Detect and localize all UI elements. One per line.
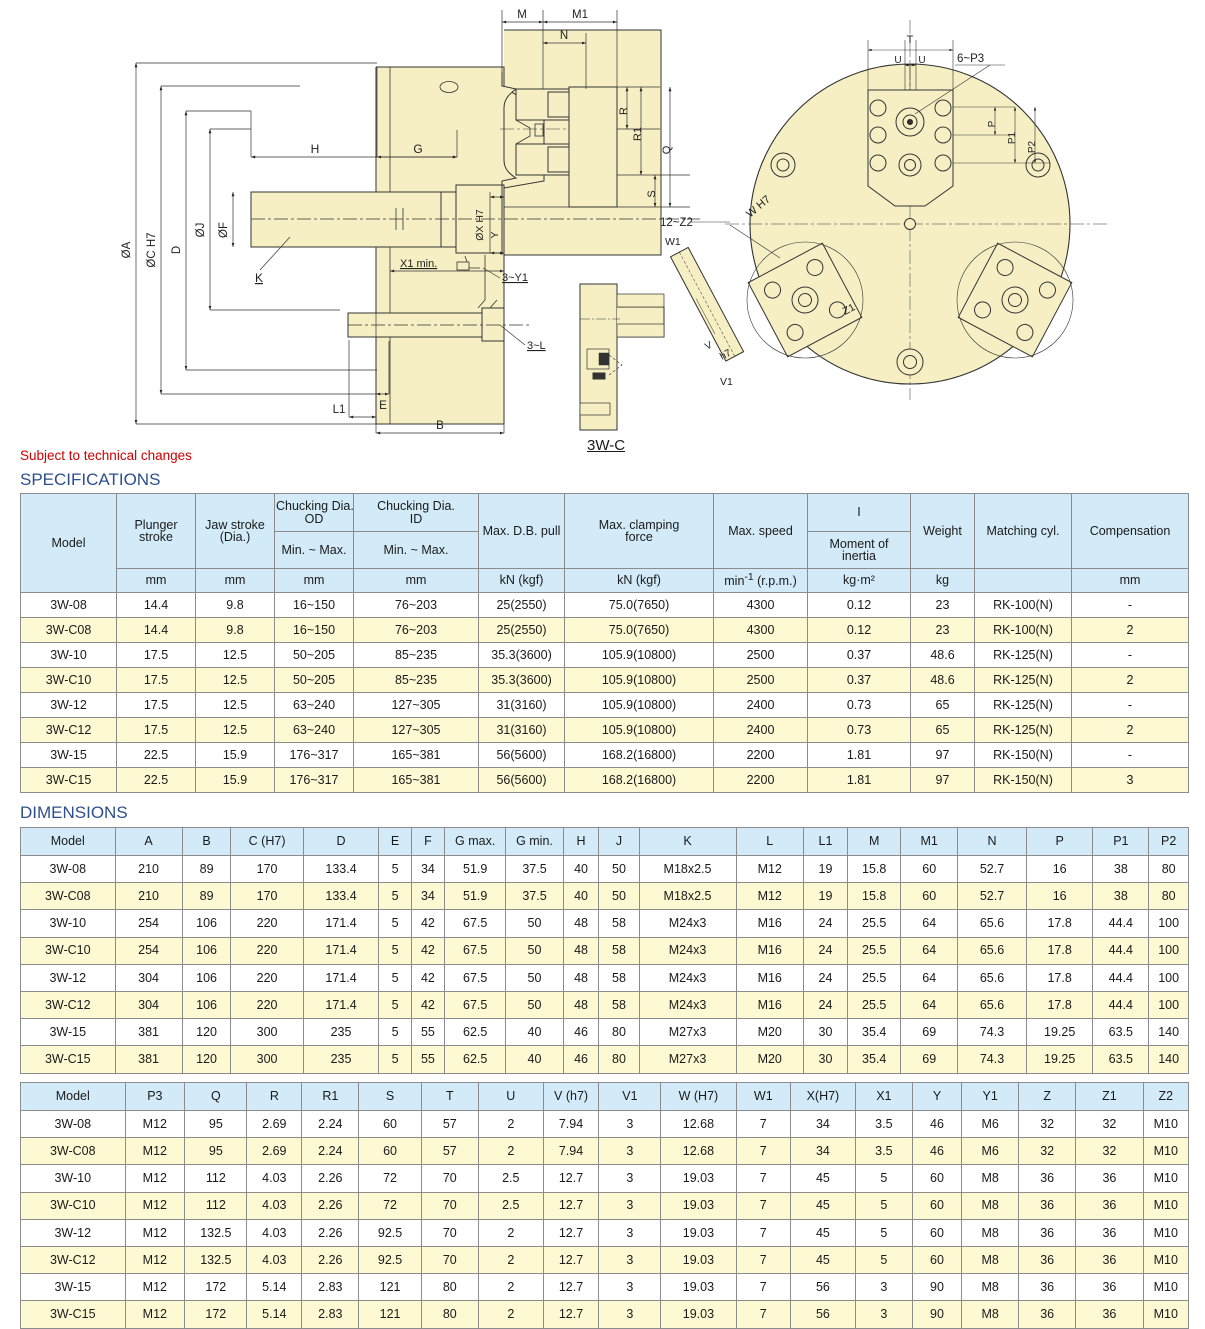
svg-text:R: R bbox=[618, 107, 630, 115]
svg-text:ØC H7: ØC H7 bbox=[146, 232, 158, 267]
svg-text:U: U bbox=[894, 55, 901, 66]
svg-text:R1: R1 bbox=[632, 127, 644, 141]
svg-text:G: G bbox=[413, 142, 422, 156]
svg-text:V1: V1 bbox=[720, 376, 733, 388]
svg-text:S: S bbox=[646, 190, 658, 197]
svg-text:E: E bbox=[379, 400, 387, 412]
svg-text:M: M bbox=[517, 9, 527, 21]
svg-text:Y: Y bbox=[489, 231, 501, 238]
svg-text:12~Z2: 12~Z2 bbox=[660, 217, 693, 229]
svg-text:B: B bbox=[436, 420, 444, 432]
svg-text:H: H bbox=[311, 142, 320, 156]
svg-text:P: P bbox=[987, 120, 998, 127]
svg-text:P1: P1 bbox=[1007, 131, 1018, 144]
svg-text:ØX H7: ØX H7 bbox=[474, 209, 486, 241]
svg-text:K: K bbox=[255, 271, 263, 285]
svg-text:W1: W1 bbox=[665, 236, 681, 248]
svg-text:3~Y1: 3~Y1 bbox=[502, 272, 528, 284]
svg-text:U: U bbox=[918, 55, 925, 66]
svg-text:N: N bbox=[560, 30, 568, 42]
svg-text:L1: L1 bbox=[333, 404, 346, 416]
svg-text:ØF: ØF bbox=[218, 222, 230, 238]
svg-text:V: V bbox=[703, 340, 714, 353]
svg-text:P2: P2 bbox=[1027, 140, 1038, 153]
svg-text:T: T bbox=[907, 34, 914, 46]
svg-text:M1: M1 bbox=[572, 9, 588, 21]
svg-text:3~L: 3~L bbox=[527, 340, 546, 352]
svg-text:Q: Q bbox=[661, 145, 673, 154]
svg-text:D: D bbox=[171, 246, 183, 254]
svg-text:X1 min.: X1 min. bbox=[400, 258, 437, 270]
svg-text:ØA: ØA bbox=[121, 241, 133, 258]
svg-text:ØJ: ØJ bbox=[195, 223, 207, 238]
svg-text:6~P3: 6~P3 bbox=[957, 53, 984, 65]
